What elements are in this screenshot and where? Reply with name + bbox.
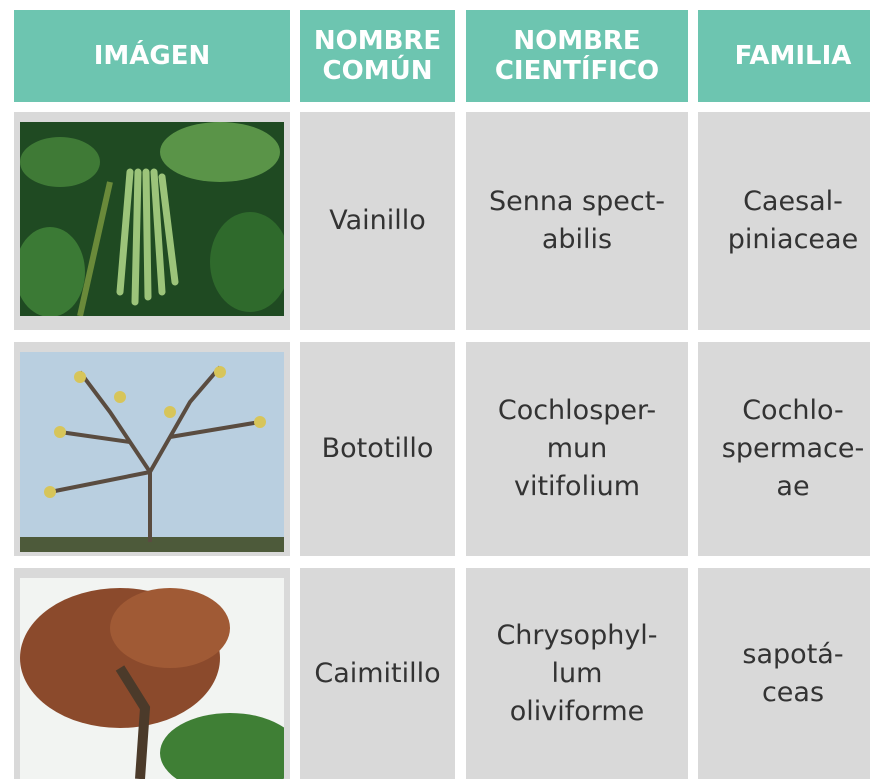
body-cell: Caimitillo bbox=[300, 568, 455, 779]
text-line: vitifolium bbox=[513, 471, 640, 502]
vanilla-photo bbox=[20, 122, 284, 316]
header-cell: NOMBRE CIENTÍFICO bbox=[466, 10, 688, 102]
body-cell: Bototillo bbox=[300, 342, 455, 556]
text-line: Cochlosper- bbox=[497, 395, 657, 426]
body-cell: Caesal-piniaceae bbox=[698, 112, 870, 330]
text-line: Bototillo bbox=[321, 433, 434, 464]
text-line: spermace- bbox=[721, 433, 865, 464]
text-line: ae bbox=[776, 471, 810, 502]
text-line: sapotá- bbox=[742, 638, 844, 670]
body-cell: Cochlosper-mun vitifolium bbox=[466, 342, 688, 556]
text-line: oliviforme bbox=[509, 695, 645, 727]
text-line: Vainillo bbox=[329, 205, 426, 236]
text-line: ceas bbox=[761, 676, 825, 708]
text-line: NOMBRE bbox=[313, 26, 442, 56]
body-cell: Chrysophyl-lum oliviforme bbox=[466, 568, 688, 779]
bototillo-photo bbox=[20, 352, 284, 552]
text-line: lum bbox=[551, 657, 603, 689]
text-line: mun bbox=[546, 433, 608, 464]
text-line: CIENTÍFICO bbox=[494, 56, 660, 86]
text-line: Senna spect- bbox=[488, 186, 666, 217]
body-cell: Vainillo bbox=[300, 112, 455, 330]
caimitillo-photo bbox=[20, 578, 284, 779]
image-cell bbox=[14, 112, 290, 330]
text-line: COMÚN bbox=[322, 56, 433, 86]
text-line: Caesal- bbox=[743, 186, 843, 217]
text-line: abilis bbox=[541, 224, 613, 255]
text-line: Caimitillo bbox=[314, 657, 441, 689]
body-cell: Senna spect-abilis bbox=[466, 112, 688, 330]
header-cell: IMÁGEN bbox=[14, 10, 290, 102]
text-line: Chrysophyl- bbox=[496, 619, 658, 651]
header-cell: NOMBRE COMÚN bbox=[300, 10, 455, 102]
header-cell: FAMILIA bbox=[698, 10, 870, 102]
text-line: Cochlo- bbox=[742, 395, 844, 426]
text-line: NOMBRE bbox=[513, 26, 641, 56]
text-line: piniaceae bbox=[727, 224, 859, 255]
body-cell: sapotá-ceas bbox=[698, 568, 870, 779]
image-cell bbox=[14, 568, 290, 779]
text-line: FAMILIA bbox=[734, 41, 852, 71]
body-cell: Cochlo-spermace-ae bbox=[698, 342, 870, 556]
text-line: IMÁGEN bbox=[93, 41, 211, 71]
image-cell bbox=[14, 342, 290, 556]
